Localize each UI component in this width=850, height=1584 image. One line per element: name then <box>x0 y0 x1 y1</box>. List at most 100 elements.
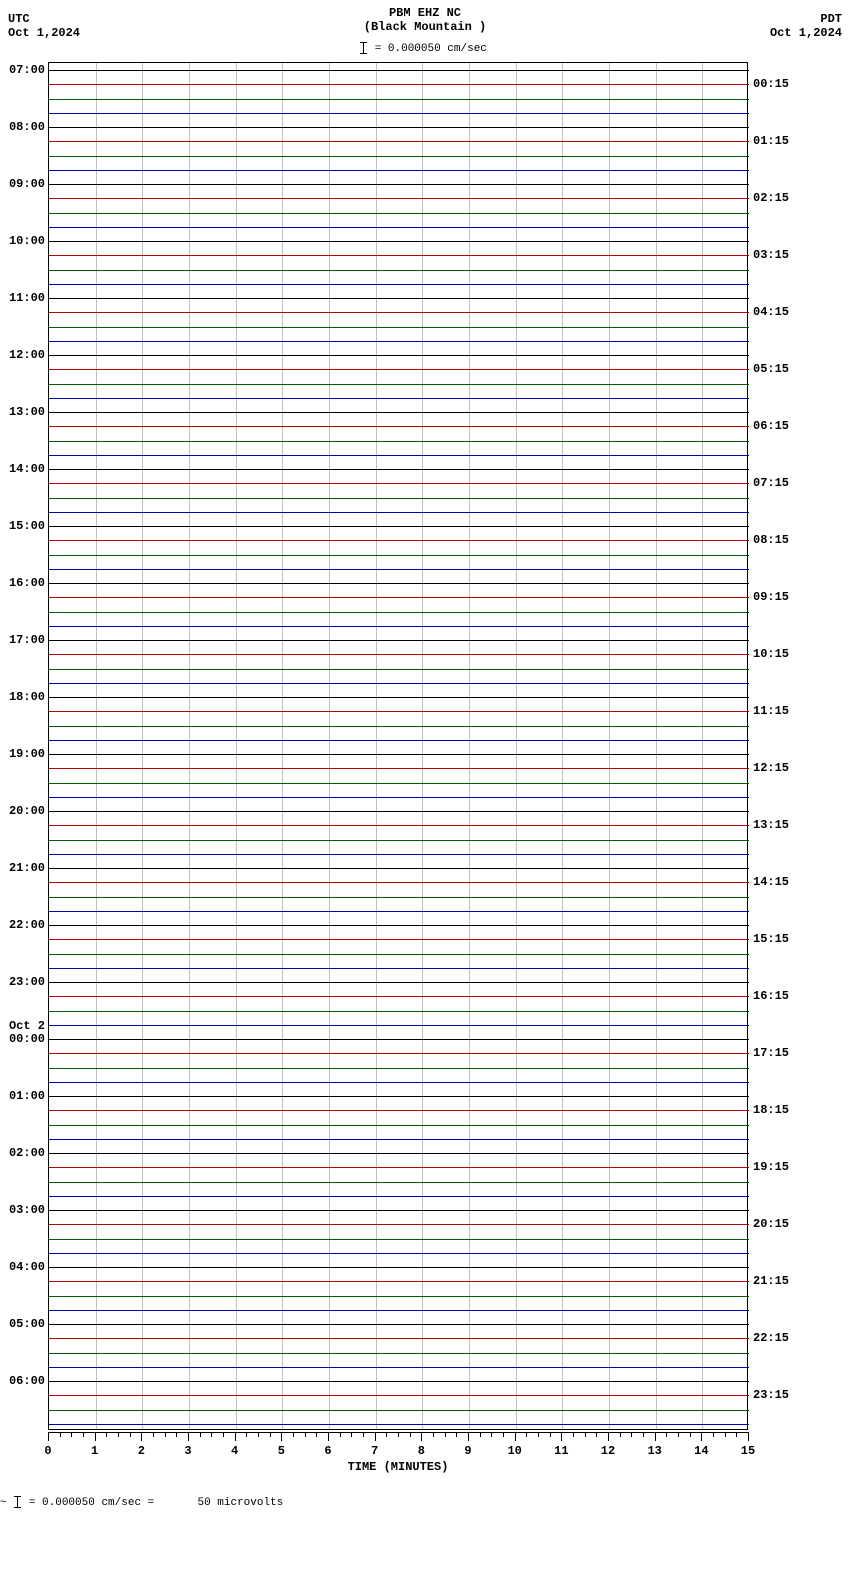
trace-row: 05:00 <box>49 1324 749 1325</box>
pdt-hour-label: 05:15 <box>753 362 813 376</box>
trace-row <box>49 968 749 969</box>
trace-row <box>49 270 749 271</box>
trace-line <box>49 797 749 798</box>
trace-row <box>49 1182 749 1183</box>
trace-row: 01:15 <box>49 141 749 142</box>
trace-line <box>49 483 749 484</box>
x-tick-major <box>561 1432 562 1441</box>
trace-row: 22:15 <box>49 1338 749 1339</box>
trace-line <box>49 982 749 983</box>
trace-line <box>49 1011 749 1012</box>
utc-hour-label: 19:00 <box>0 747 45 761</box>
trace-row: 21:00 <box>49 868 749 869</box>
trace-line <box>49 1239 749 1240</box>
trace-row <box>49 1068 749 1069</box>
trace-row <box>49 341 749 342</box>
pdt-hour-label: 14:15 <box>753 875 813 889</box>
trace-line <box>49 412 749 413</box>
trace-row <box>49 99 749 100</box>
trace-row: 12:00 <box>49 355 749 356</box>
x-tick-minor <box>620 1432 621 1437</box>
trace-line <box>49 1139 749 1140</box>
utc-hour-label: 04:00 <box>0 1260 45 1274</box>
pdt-hour-label: 11:15 <box>753 704 813 718</box>
utc-hour-label: 10:00 <box>0 234 45 248</box>
utc-hour-label: 07:00 <box>0 63 45 77</box>
trace-line <box>49 341 749 342</box>
trace-row <box>49 1310 749 1311</box>
trace-row: 20:00 <box>49 811 749 812</box>
x-tick-major <box>375 1432 376 1441</box>
trace-line <box>49 384 749 385</box>
trace-line <box>49 1310 749 1311</box>
x-tick-minor <box>71 1432 72 1437</box>
trace-line <box>49 1053 749 1054</box>
x-tick-minor <box>503 1432 504 1437</box>
trace-line <box>49 726 749 727</box>
scale-text: = 0.000050 cm/sec <box>375 43 487 55</box>
trace-line <box>49 369 749 370</box>
trace-line <box>49 141 749 142</box>
trace-line <box>49 840 749 841</box>
trace-line <box>49 954 749 955</box>
trace-line <box>49 1424 749 1425</box>
trace-line <box>49 1224 749 1225</box>
trace-line <box>49 1167 749 1168</box>
trace-row <box>49 227 749 228</box>
trace-line <box>49 113 749 114</box>
trace-row <box>49 512 749 513</box>
x-tick-major <box>141 1432 142 1441</box>
pdt-hour-label: 16:15 <box>753 989 813 1003</box>
pdt-hour-label: 10:15 <box>753 647 813 661</box>
helicorder-plot: 07:0000:1508:0001:1509:0002:1510:0003:15… <box>48 62 748 1430</box>
utc-hour-label: 20:00 <box>0 804 45 818</box>
trace-line <box>49 597 749 598</box>
x-tick-minor <box>456 1432 457 1437</box>
trace-row: 16:15 <box>49 996 749 997</box>
trace-row <box>49 555 749 556</box>
trace-line <box>49 170 749 171</box>
x-tick-minor <box>258 1432 259 1437</box>
pdt-hour-label: 21:15 <box>753 1274 813 1288</box>
utc-hour-label: 09:00 <box>0 177 45 191</box>
x-tick-major <box>748 1432 749 1441</box>
station-location: (Black Mountain ) <box>0 20 850 34</box>
trace-row: 23:00 <box>49 982 749 983</box>
trace-row: 19:00 <box>49 754 749 755</box>
trace-row <box>49 1125 749 1126</box>
trace-line <box>49 996 749 997</box>
pdt-hour-label: 20:15 <box>753 1217 813 1231</box>
trace-row <box>49 612 749 613</box>
pdt-hour-label: 00:15 <box>753 77 813 91</box>
pdt-hour-label: 03:15 <box>753 248 813 262</box>
trace-row <box>49 284 749 285</box>
utc-hour-label: 03:00 <box>0 1203 45 1217</box>
trace-row <box>49 569 749 570</box>
footer-text-left: = 0.000050 cm/sec = <box>29 1497 154 1509</box>
trace-row <box>49 1296 749 1297</box>
x-tick-major <box>281 1432 282 1441</box>
trace-line <box>49 569 749 570</box>
trace-row <box>49 1253 749 1254</box>
trace-row <box>49 498 749 499</box>
x-tick-minor <box>351 1432 352 1437</box>
trace-row <box>49 840 749 841</box>
x-tick-minor <box>270 1432 271 1437</box>
trace-row: 02:00 <box>49 1153 749 1154</box>
x-tick-minor <box>736 1432 737 1437</box>
trace-line <box>49 740 749 741</box>
pdt-hour-label: 08:15 <box>753 533 813 547</box>
trace-line <box>49 783 749 784</box>
x-tick-major <box>655 1432 656 1441</box>
scale-bar-icon <box>17 1496 18 1508</box>
utc-hour-label: 05:00 <box>0 1317 45 1331</box>
x-tick-minor <box>83 1432 84 1437</box>
x-tick-label: 7 <box>371 1444 378 1458</box>
trace-line <box>49 1096 749 1097</box>
trace-line <box>49 1281 749 1282</box>
x-tick-minor <box>153 1432 154 1437</box>
x-tick-minor <box>60 1432 61 1437</box>
trace-line <box>49 84 749 85</box>
trace-line <box>49 811 749 812</box>
trace-row: 15:15 <box>49 939 749 940</box>
